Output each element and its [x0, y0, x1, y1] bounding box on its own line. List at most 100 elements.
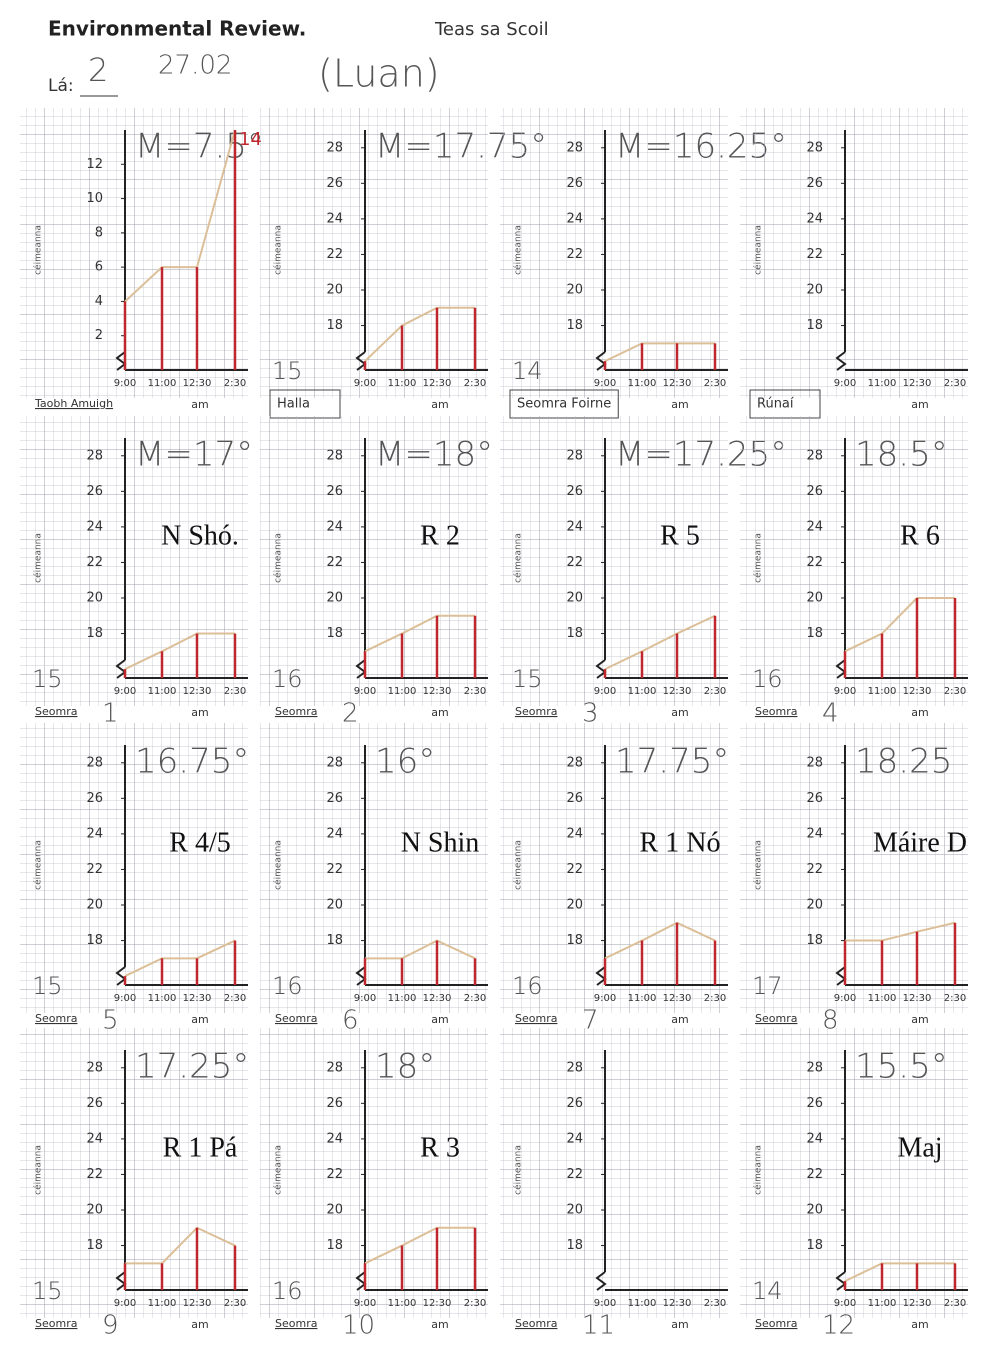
y-tick-label: 12 — [86, 157, 103, 172]
x-tick-label: 2:30 — [944, 993, 966, 1004]
temperature-line — [604, 342, 715, 363]
y-tick-label: 20 — [566, 591, 583, 606]
y-tick-label: 24 — [566, 1131, 583, 1146]
y-axis-label: céimeanna — [753, 840, 764, 890]
temperature-line — [604, 921, 716, 960]
graph-paper-major — [740, 1028, 968, 1318]
chart-panel: 18 20 22 24 26 28 céimeanna 9:00 11:00 12:30 2:30 a… — [740, 723, 968, 1036]
x-axis-label: am — [671, 1318, 688, 1331]
temperature-line — [364, 614, 475, 653]
axis-break — [595, 1271, 607, 1291]
y-tick-label: 18 — [806, 318, 823, 333]
y-tick-label: 24 — [806, 826, 823, 841]
axis-break — [835, 966, 847, 986]
room-name: R 1 Pá — [163, 1132, 238, 1163]
x-tick-label: 11:00 — [148, 378, 177, 389]
room-label: Taobh Amuigh — [34, 397, 113, 410]
y-tick-label: 20 — [806, 1203, 823, 1218]
axis-break — [355, 659, 367, 679]
y-axis-label: céimeanna — [33, 1145, 44, 1195]
y-tick-label: 20 — [566, 1203, 583, 1218]
x-axis-label: am — [431, 1013, 448, 1026]
x-tick-label: 9:00 — [834, 1298, 856, 1309]
y-tick-label: 22 — [326, 247, 343, 262]
temperature-line — [845, 921, 956, 942]
y-tick-label: 22 — [566, 247, 583, 262]
x-tick-label: 11:00 — [628, 378, 657, 389]
y-tick-label: 18 — [86, 1238, 103, 1253]
y-tick-label: 24 — [326, 826, 343, 841]
x-tick-label: 2:30 — [464, 1298, 486, 1309]
x-axis-label: am — [671, 706, 688, 719]
axis-break — [355, 351, 367, 371]
y-tick-label: 28 — [566, 1060, 583, 1075]
x-tick-label: 9:00 — [594, 1298, 616, 1309]
y-tick-label: 18 — [326, 318, 343, 333]
x-tick-label: 2:30 — [224, 993, 246, 1004]
x-tick-label: 12:30 — [903, 1298, 932, 1309]
y-tick-label: 26 — [566, 176, 583, 191]
graph-paper-major — [260, 723, 488, 1013]
y-tick-label: 28 — [326, 1060, 343, 1075]
base-label: 15 — [32, 665, 63, 693]
x-tick-label: 12:30 — [663, 378, 692, 389]
y-tick-label: 28 — [806, 448, 823, 463]
x-tick-label: 2:30 — [464, 686, 486, 697]
base-label: 16 — [512, 972, 543, 1000]
x-axis-label: am — [911, 398, 928, 411]
room-name: R 1 Nó — [640, 827, 721, 858]
mean-annotation: 17.25° — [135, 1047, 249, 1087]
x-axis-label: am — [431, 706, 448, 719]
room-number: 1 — [102, 699, 119, 729]
base-label: 15 — [32, 972, 63, 1000]
chart-panel: 18 20 22 24 26 28 céimeanna 9:00 11:00 12:30 2:30 a… — [740, 1028, 968, 1341]
y-tick-label: 18 — [566, 1238, 583, 1253]
mean-annotation: 18.25 — [855, 742, 952, 782]
y-tick-label: 26 — [806, 484, 823, 499]
y-tick-label: 22 — [566, 555, 583, 570]
y-tick-label: 6 — [95, 260, 103, 275]
base-label: 15 — [32, 1277, 63, 1305]
y-axis-label: céimeanna — [513, 1145, 524, 1195]
x-tick-label: 12:30 — [183, 993, 212, 1004]
y-axis-label: céimeanna — [753, 225, 764, 275]
axis-break — [595, 966, 607, 986]
x-tick-label: 11:00 — [868, 993, 897, 1004]
x-tick-label: 2:30 — [704, 1298, 726, 1309]
x-tick-label: 2:30 — [464, 993, 486, 1004]
date: 27.02 — [158, 51, 232, 81]
y-tick-label: 22 — [86, 1167, 103, 1182]
y-tick-label: 28 — [806, 140, 823, 155]
y-tick-label: 24 — [86, 519, 103, 534]
graph-paper-major — [740, 108, 968, 398]
x-axis-label: am — [911, 706, 928, 719]
y-axis-label: céimeanna — [33, 840, 44, 890]
chart-panel: 18 20 22 24 26 28 céimeanna 9:00 11:00 12:30 2:30 a… — [20, 723, 249, 1036]
x-axis-label: am — [191, 398, 208, 411]
y-axis-label: céimeanna — [273, 533, 284, 583]
x-tick-label: 11:00 — [868, 378, 897, 389]
y-axis-label: céimeanna — [513, 225, 524, 275]
y-tick-label: 28 — [326, 448, 343, 463]
x-tick-label: 12:30 — [423, 993, 452, 1004]
y-tick-label: 20 — [326, 591, 343, 606]
chart-panel: 18 20 22 24 26 28 céimeanna 9:00 11:00 12:30 2:30 a… — [740, 108, 968, 419]
y-tick-label: 26 — [326, 176, 343, 191]
x-tick-label: 9:00 — [114, 1298, 136, 1309]
graph-paper-major — [740, 416, 968, 706]
x-tick-label: 11:00 — [388, 1298, 417, 1309]
x-tick-label: 11:00 — [148, 993, 177, 1004]
y-tick-label: 18 — [566, 318, 583, 333]
x-axis-label: am — [191, 1013, 208, 1026]
x-tick-label: 12:30 — [183, 1298, 212, 1309]
graph-paper-major — [500, 416, 728, 706]
base-label: 16 — [752, 665, 783, 693]
x-tick-label: 12:30 — [663, 686, 692, 697]
y-tick-label: 20 — [326, 898, 343, 913]
base-label: 14 — [512, 357, 543, 385]
x-tick-label: 11:00 — [388, 686, 417, 697]
y-tick-label: 22 — [86, 862, 103, 877]
x-tick-label: 2:30 — [704, 686, 726, 697]
y-tick-label: 24 — [86, 826, 103, 841]
